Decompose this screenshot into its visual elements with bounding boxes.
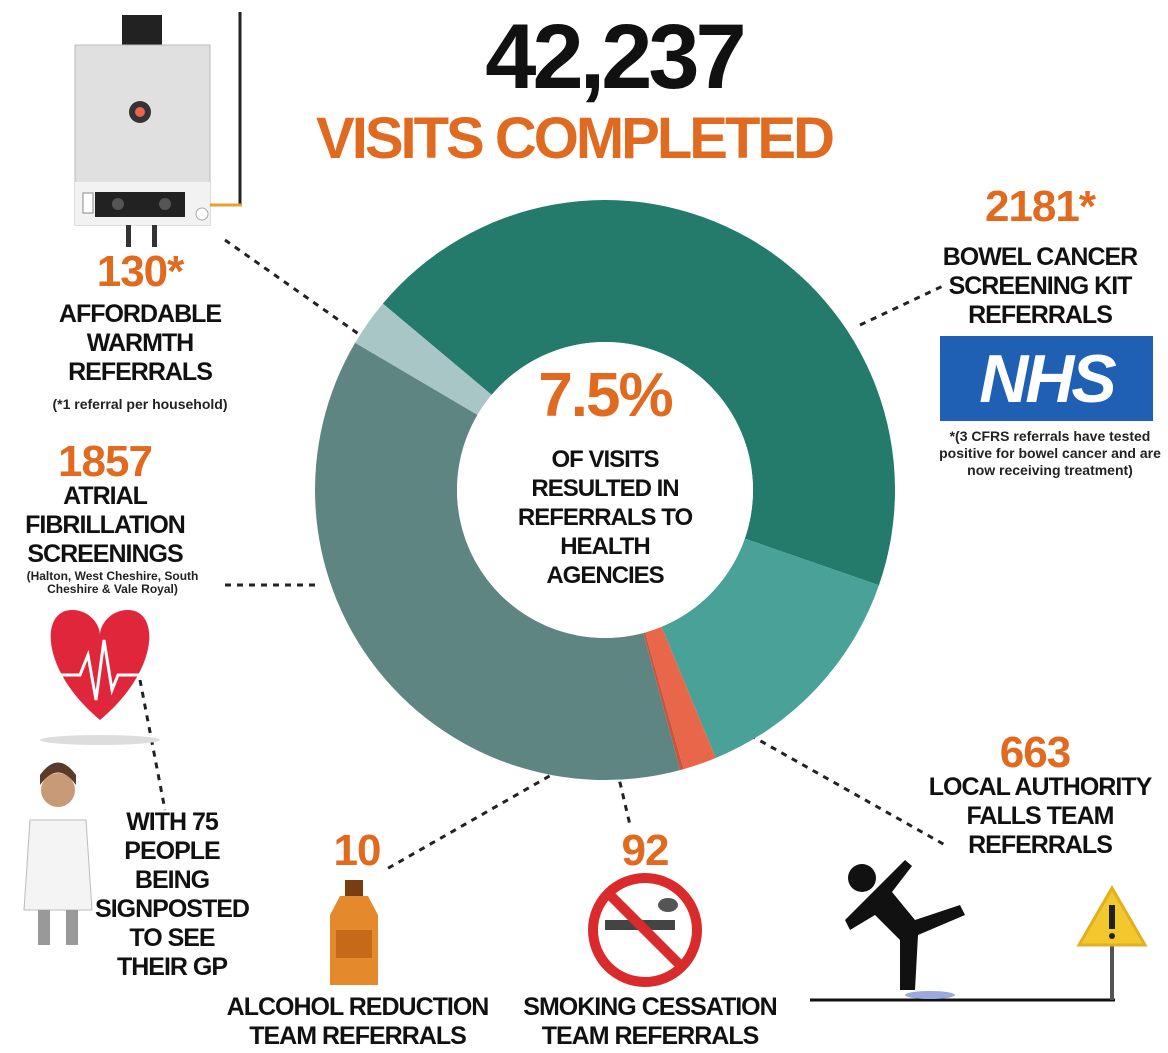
value-label: 1857 [58, 437, 152, 487]
note: (*1 referral per household) [10, 396, 270, 413]
bottle-icon [330, 880, 378, 985]
nhs-logo: NHS [940, 340, 1153, 418]
category-label: BOWEL CANCER SCREENING KIT REFERRALS [925, 243, 1155, 330]
infographic: 42,237VISITS COMPLETED 7.5% OF VISITS RESU… [0, 0, 1168, 1053]
category-label: SMOKING CESSATION TEAM REFERRALS [515, 993, 785, 1051]
note: *(3 CFRS referrals have tested positive … [935, 428, 1165, 479]
category-label: ATRIAL FIBRILLATION SCREENINGS [0, 482, 210, 569]
category-label: LOCAL AUTHORITY FALLS TEAM REFERRALS [920, 773, 1160, 860]
category-label: AFFORDABLE WARMTH REFERRALS [40, 300, 240, 387]
value-label: 130* [97, 247, 184, 297]
value-label: 2181* [985, 182, 1095, 232]
value-label: 92 [622, 826, 669, 876]
subtitle: VISITS COMPLETED [0, 105, 1158, 172]
falling-man-icon [810, 860, 1115, 1000]
title: 42,237 [30, 5, 1168, 110]
doctor-icon [24, 763, 92, 946]
no-smoking-icon [593, 878, 697, 982]
heart-icon [30, 610, 180, 745]
center-text: OF VISITS RESULTED IN REFERRALS TO HEALT… [505, 445, 705, 590]
gp-text: WITH 75 PEOPLE BEING SIGNPOSTED TO SEE T… [92, 808, 252, 982]
warning-sign-icon [1079, 888, 1145, 1000]
value-label: 10 [334, 826, 381, 876]
category-label: ALCOHOL REDUCTION TEAM REFERRALS [225, 993, 490, 1051]
value-label: 663 [1000, 728, 1070, 778]
center-value: 7.5% [505, 360, 705, 431]
note: (Halton, West Cheshire, South Cheshire &… [0, 570, 225, 596]
